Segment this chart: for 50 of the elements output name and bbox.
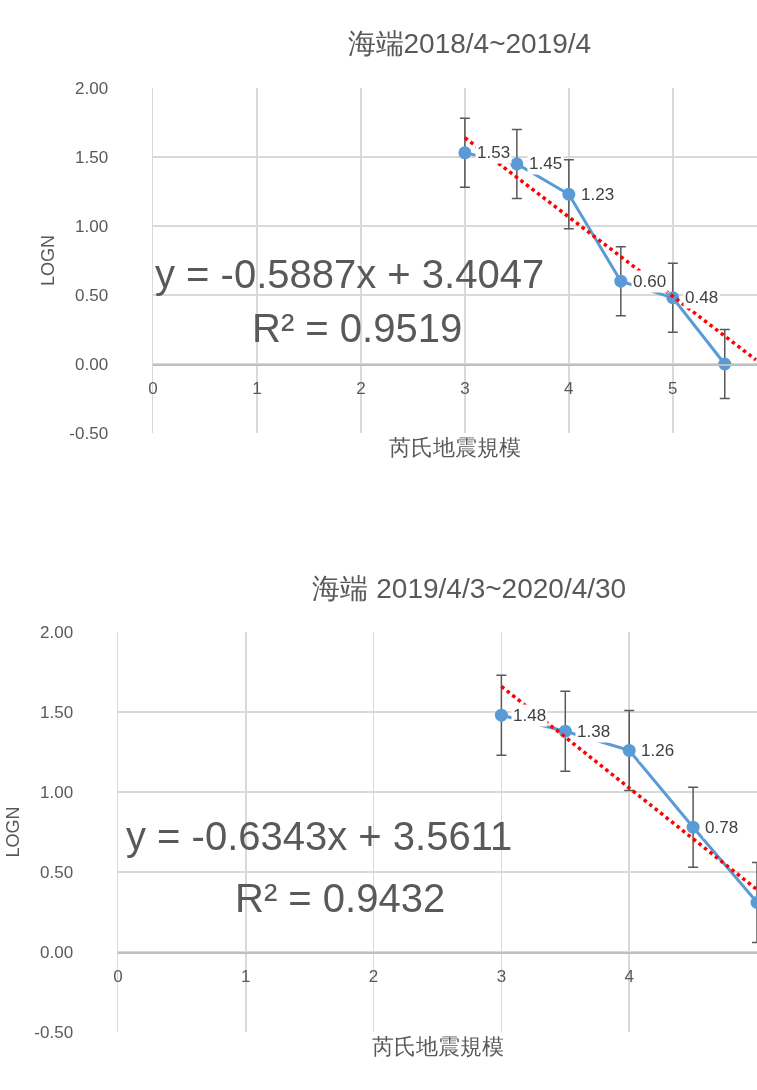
x-axis-title: 芮氏地震規模 — [371, 1033, 504, 1059]
point — [558, 724, 572, 738]
y-tick-label: 1.00 — [40, 782, 74, 802]
x-tick-label: 4 — [564, 378, 574, 398]
point — [614, 274, 628, 288]
y-axis-title: LOGN — [2, 806, 23, 858]
annotation: y = -0.6343x + 3.5611 — [126, 814, 513, 858]
x-tick-label: 1 — [241, 966, 251, 986]
x-tick-label: 2 — [368, 966, 379, 986]
point — [562, 187, 576, 201]
x-tick-label: 1 — [252, 378, 262, 398]
data-label: 1.38 — [577, 722, 611, 741]
annotation: y = -0.5887x + 3.4047 — [155, 252, 545, 296]
x-tick-label: 0 — [113, 966, 123, 986]
y-tick-label: 2.00 — [75, 78, 109, 98]
y-tick-label: -0.50 — [69, 423, 109, 443]
y-tick-label: 0.00 — [40, 942, 74, 962]
annotation: R² = 0.9519 — [252, 306, 463, 350]
y-axis-title: LOGN — [37, 234, 58, 287]
x-axis-title: 芮氏地震規模 — [389, 434, 521, 460]
data-label: 1.53 — [477, 143, 511, 162]
y-tick-label: 0.50 — [75, 285, 109, 305]
data-label: 1.45 — [529, 154, 563, 173]
x-tick-label: 2 — [356, 378, 366, 398]
x-tick-label: 3 — [460, 378, 470, 398]
chart-title: 海端 2019/4/3~2020/4/30 — [312, 573, 627, 605]
y-tick-label: 1.00 — [75, 216, 109, 236]
y-tick-label: 2.00 — [40, 622, 74, 642]
data-label: 1.48 — [513, 706, 547, 725]
y-tick-label: 0.50 — [40, 862, 74, 882]
x-tick-label: 5 — [668, 378, 678, 398]
x-tick-label: 3 — [496, 966, 507, 986]
data-label: 0.60 — [633, 272, 667, 291]
chart-title: 海端2018/4~2019/4 — [347, 28, 592, 60]
data-label: 0.78 — [705, 818, 739, 837]
data-label: 1.23 — [581, 185, 615, 204]
annotation: R² = 0.9432 — [235, 876, 446, 920]
point — [494, 708, 508, 722]
x-tick-label: 4 — [624, 966, 634, 986]
y-tick-label: 0.00 — [75, 354, 109, 374]
point — [458, 146, 472, 160]
data-label: 1.26 — [641, 741, 675, 760]
point — [510, 157, 524, 171]
point — [686, 820, 700, 834]
y-tick-label: -0.50 — [34, 1022, 74, 1042]
x-tick-label: 0 — [148, 378, 158, 398]
point — [622, 743, 636, 757]
data-label: 0.48 — [685, 288, 719, 307]
y-tick-label: 1.50 — [75, 147, 109, 167]
y-tick-label: 1.50 — [40, 702, 74, 722]
